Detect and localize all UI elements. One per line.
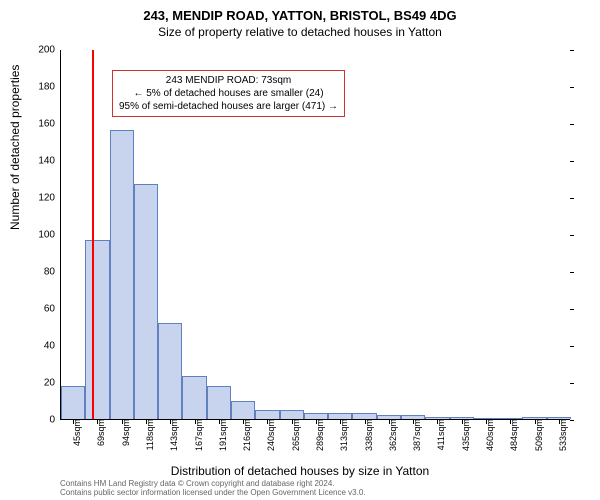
y-tick-mark [570, 235, 574, 236]
y-axis-label: Number of detached properties [8, 65, 22, 230]
x-tick-label: 387sqm [410, 419, 422, 451]
x-tick-label: 460sqm [483, 419, 495, 451]
footer-line-2: Contains public sector information licen… [60, 488, 366, 498]
histogram-bar [207, 386, 231, 419]
x-tick-label: 167sqm [192, 419, 204, 451]
x-tick-label: 289sqm [313, 419, 325, 451]
y-tick-label: 100 [38, 230, 61, 241]
annotation-line3: 95% of semi-detached houses are larger (… [119, 100, 338, 113]
x-tick-mark [413, 420, 414, 424]
x-tick-mark [146, 420, 147, 424]
x-tick-label: 191sqm [216, 419, 228, 451]
y-tick-mark [570, 309, 574, 310]
x-tick-mark [340, 420, 341, 424]
x-tick-label: 411sqm [434, 419, 446, 450]
y-tick-mark [570, 50, 574, 51]
x-tick-mark [243, 420, 244, 424]
histogram-bar [231, 401, 255, 420]
y-tick-mark [570, 383, 574, 384]
x-tick-label: 509sqm [532, 419, 544, 451]
x-tick-mark [219, 420, 220, 424]
x-tick-mark [365, 420, 366, 424]
x-tick-label: 216sqm [240, 419, 252, 451]
y-tick-label: 40 [44, 341, 61, 352]
marker-line [92, 50, 94, 419]
histogram-bar [182, 376, 206, 419]
x-tick-mark [97, 420, 98, 424]
histogram-bar [134, 184, 158, 419]
x-tick-label: 265sqm [289, 419, 301, 451]
footer-attribution: Contains HM Land Registry data © Crown c… [60, 479, 366, 498]
x-tick-label: 484sqm [507, 419, 519, 451]
x-axis-label: Distribution of detached houses by size … [0, 464, 600, 478]
y-tick-mark [570, 124, 574, 125]
x-tick-mark [510, 420, 511, 424]
plot-canvas: 02040608010012014016018020045sqm69sqm94s… [60, 50, 570, 420]
x-tick-mark [389, 420, 390, 424]
x-tick-mark [267, 420, 268, 424]
x-tick-label: 435sqm [459, 419, 471, 451]
y-tick-mark [570, 87, 574, 88]
y-tick-label: 20 [44, 378, 61, 389]
x-tick-label: 362sqm [386, 419, 398, 451]
y-tick-mark [570, 198, 574, 199]
x-tick-mark [535, 420, 536, 424]
x-tick-mark [292, 420, 293, 424]
y-tick-label: 140 [38, 156, 61, 167]
histogram-bar [280, 410, 304, 419]
annotation-line2: ← 5% of detached houses are smaller (24) [119, 87, 338, 100]
x-tick-mark [486, 420, 487, 424]
annotation-line1: 243 MENDIP ROAD: 73sqm [119, 74, 338, 87]
histogram-bar [110, 130, 134, 419]
histogram-bar [61, 386, 85, 419]
x-tick-label: 45sqm [70, 419, 82, 446]
histogram-bar [158, 323, 182, 419]
chart-title-1: 243, MENDIP ROAD, YATTON, BRISTOL, BS49 … [0, 0, 600, 23]
y-tick-mark [570, 161, 574, 162]
x-tick-label: 94sqm [119, 419, 131, 446]
x-tick-mark [437, 420, 438, 424]
x-tick-label: 69sqm [94, 419, 106, 446]
x-tick-mark [462, 420, 463, 424]
y-tick-label: 80 [44, 267, 61, 278]
y-tick-label: 120 [38, 193, 61, 204]
x-tick-label: 533sqm [556, 419, 568, 451]
x-tick-mark [73, 420, 74, 424]
plot-area: 02040608010012014016018020045sqm69sqm94s… [60, 50, 570, 420]
x-tick-mark [195, 420, 196, 424]
y-tick-label: 180 [38, 82, 61, 93]
y-tick-mark [570, 272, 574, 273]
footer-line-1: Contains HM Land Registry data © Crown c… [60, 479, 366, 489]
x-tick-mark [559, 420, 560, 424]
y-tick-label: 60 [44, 304, 61, 315]
x-tick-mark [122, 420, 123, 424]
y-tick-label: 200 [38, 45, 61, 56]
x-tick-label: 240sqm [264, 419, 276, 451]
x-tick-label: 313sqm [337, 419, 349, 451]
y-tick-mark [570, 420, 574, 421]
y-tick-label: 160 [38, 119, 61, 130]
x-tick-mark [316, 420, 317, 424]
annotation-box: 243 MENDIP ROAD: 73sqm← 5% of detached h… [112, 70, 345, 117]
histogram-bar [255, 410, 279, 419]
y-tick-label: 0 [49, 415, 61, 426]
x-tick-label: 338sqm [362, 419, 374, 451]
x-tick-label: 143sqm [167, 419, 179, 451]
x-tick-label: 118sqm [143, 419, 155, 450]
x-tick-mark [170, 420, 171, 424]
histogram-bar [85, 240, 109, 419]
chart-title-2: Size of property relative to detached ho… [0, 23, 600, 39]
y-tick-mark [570, 346, 574, 347]
